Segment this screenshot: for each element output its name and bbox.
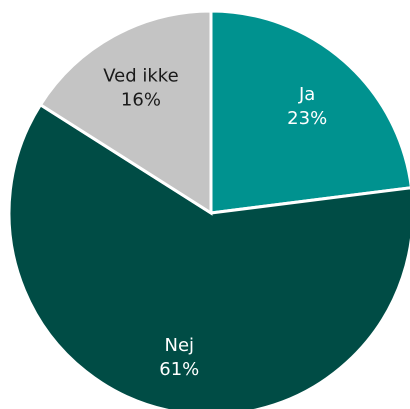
slice-category-label: Nej [164,335,194,356]
pie-slices [7,9,410,409]
slice-value-label: 23% [287,108,327,129]
pie-slice-ved-ikke [38,9,213,216]
slice-category-label: Ved ikke [103,66,178,87]
slice-label: Ved ikke 16% [103,66,178,111]
slice-value-label: 16% [121,90,161,111]
pie-labels: Ja 23% Nej 61% Ved ikke 16% [103,66,327,380]
slice-label: Ja 23% [287,84,327,129]
pie-slice-nej [7,102,410,409]
pie-slice-ja [209,9,410,215]
slice-label: Nej 61% [159,335,199,380]
slice-value-label: 61% [159,359,199,380]
slice-category-label: Ja [298,84,315,105]
